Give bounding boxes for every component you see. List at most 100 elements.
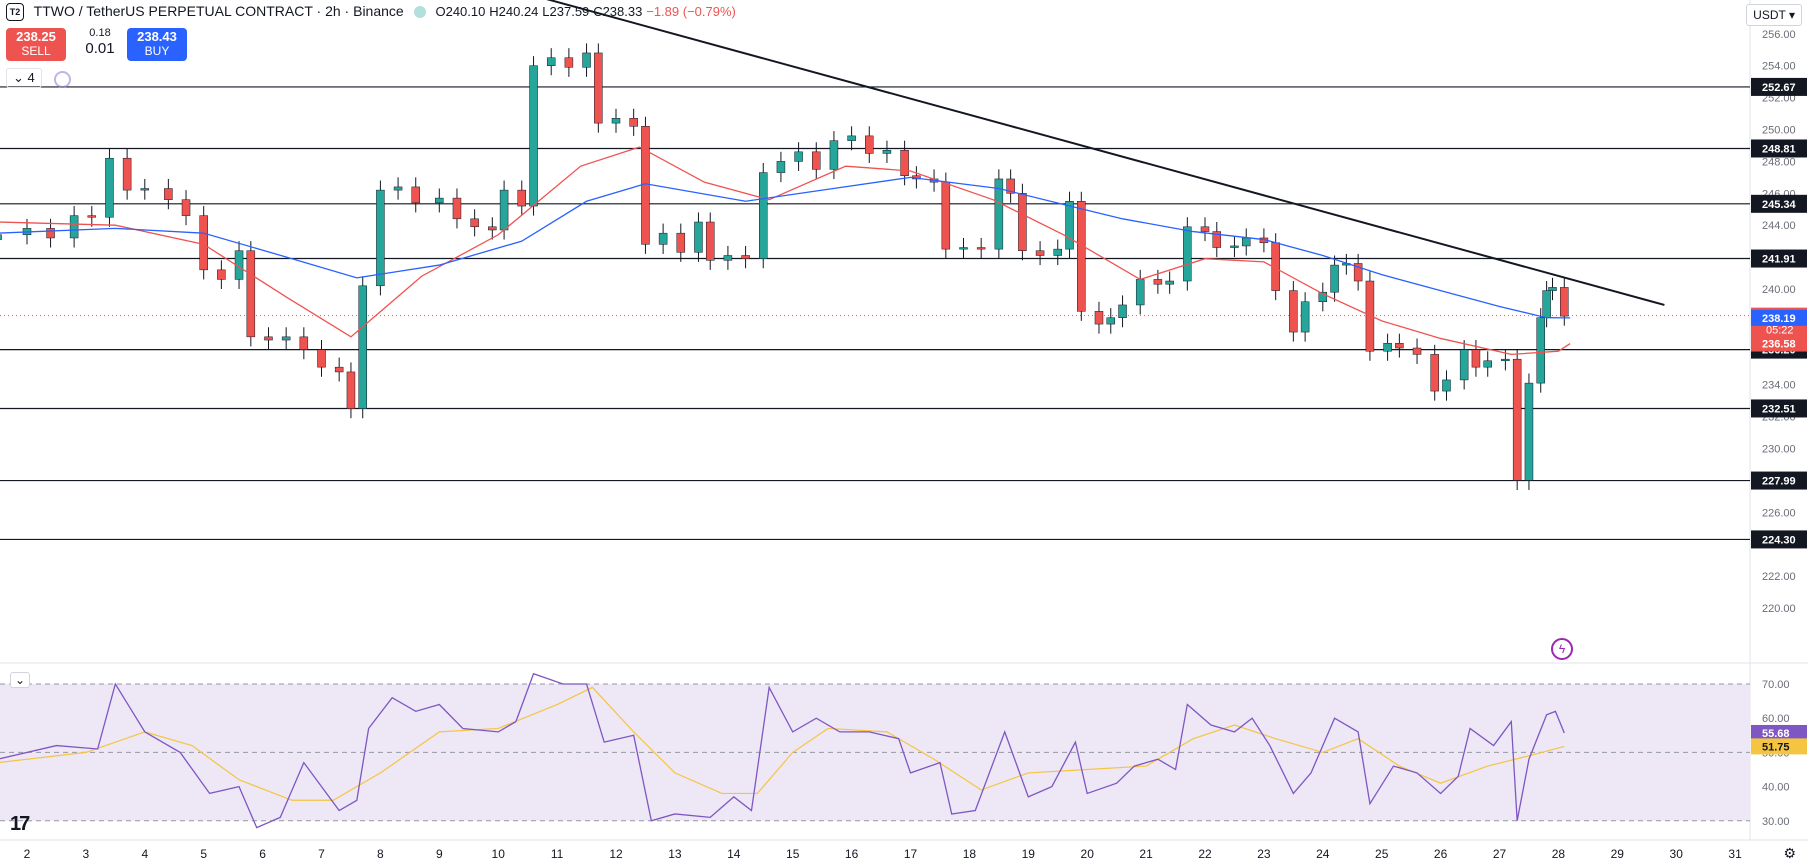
rsi-tick-label: 70.00 [1762, 679, 1790, 691]
candle-body [199, 215, 208, 271]
candle-body [865, 135, 874, 154]
gear-icon[interactable]: ⚙ [1783, 845, 1796, 861]
candle-body [181, 199, 191, 216]
ohlc-close: C238.33 [593, 4, 643, 19]
candle-body [1065, 201, 1074, 250]
sell-button[interactable]: 238.25 SELL [6, 28, 66, 61]
time-tick-label: 15 [786, 847, 800, 861]
buy-label: BUY [144, 44, 170, 58]
price-label: 236.58 [1762, 339, 1796, 351]
candle-body [1035, 250, 1045, 256]
candle-body [882, 149, 892, 154]
candle-body [959, 247, 968, 250]
time-tick-label: 16 [845, 847, 859, 861]
price-tick-label: 230.00 [1762, 444, 1796, 456]
candle-body [452, 197, 462, 220]
time-tick-label: 14 [727, 847, 741, 861]
symbol-header: T2 TTWO / TetherUS PERPETUAL CONTRACT · … [6, 3, 736, 22]
candle-body [393, 186, 403, 191]
candle-body [1524, 382, 1534, 481]
candle-body [676, 232, 686, 253]
candle-body [376, 189, 385, 287]
candle-body [1442, 379, 1451, 392]
candle-body [1241, 237, 1251, 247]
candle-body [358, 285, 367, 409]
rsi-collapse-button[interactable]: ⌄ [10, 672, 31, 688]
candle-body [1183, 226, 1192, 282]
candle-body [1106, 317, 1116, 325]
level-label: 248.81 [1762, 143, 1796, 155]
candle-body [658, 232, 668, 245]
sell-price: 238.25 [16, 29, 56, 44]
price-tick-label: 220.00 [1762, 603, 1796, 615]
candle-body [564, 57, 574, 68]
flash-icon[interactable]: ϟ [1551, 638, 1573, 660]
time-tick-label: 13 [668, 847, 682, 861]
candle-body [164, 188, 173, 200]
symbol-title[interactable]: TTWO / TetherUS PERPETUAL CONTRACT · 2h … [33, 3, 404, 19]
candle-body [470, 218, 479, 228]
candle-body [499, 189, 509, 231]
spread-value: 0.01 [85, 40, 115, 57]
candle-body [1560, 287, 1569, 317]
candle-body [1118, 304, 1127, 318]
rsi-ma-line [0, 686, 1565, 801]
candle-body [723, 255, 733, 261]
time-tick-label: 2 [24, 847, 31, 861]
buy-button[interactable]: 238.43 BUY [127, 28, 187, 61]
level-label: 232.51 [1762, 403, 1796, 415]
candle-body [776, 161, 786, 173]
time-tick-label: 9 [436, 847, 443, 861]
candle-body [705, 221, 715, 261]
price-tick-label: 222.00 [1762, 571, 1796, 583]
candle-body [1300, 301, 1310, 333]
candle-body [0, 234, 2, 240]
time-tick-label: 12 [609, 847, 623, 861]
candle-body [794, 151, 803, 162]
candle-body [1542, 290, 1551, 318]
level-label-bg [1751, 139, 1807, 158]
chevron-down-icon: ▾ [1788, 8, 1795, 22]
candle-body [1395, 342, 1404, 349]
level-label-bg [1751, 77, 1807, 96]
candle-body [1353, 263, 1363, 282]
candle-body [759, 172, 768, 259]
loading-icon [54, 71, 71, 88]
level-label-bg [1751, 399, 1807, 418]
ma-fast-line [0, 146, 1571, 356]
level-label: 245.34 [1762, 199, 1797, 211]
currency-select[interactable]: USDT ▾ [1746, 4, 1802, 26]
candle-body [812, 151, 821, 170]
candle-body [334, 366, 344, 373]
level-label: 252.67 [1762, 82, 1796, 94]
candle-body [529, 65, 538, 207]
candle-body [411, 186, 420, 204]
time-tick-label: 8 [377, 847, 384, 861]
candle-body [829, 140, 839, 170]
candle-body [140, 188, 150, 191]
time-tick-label: 31 [1728, 847, 1742, 861]
candle-body [1006, 178, 1015, 194]
level-label: 241.91 [1762, 254, 1796, 266]
rsi-label: 55.68 [1762, 728, 1790, 740]
rsi-label-bg [1751, 738, 1807, 755]
time-tick-label: 3 [83, 847, 90, 861]
candle-body [1318, 291, 1328, 303]
time-tick-label: 21 [1139, 847, 1153, 861]
price-tick-label: 226.00 [1762, 507, 1796, 519]
time-tick-label: 6 [259, 847, 266, 861]
countdown-label: 05:22 [1766, 325, 1794, 337]
currency-label: USDT [1753, 8, 1786, 22]
tradingview-logo-icon[interactable]: 17 [10, 813, 30, 835]
level-label-bg [1751, 471, 1807, 490]
candle-body [1230, 245, 1239, 248]
time-tick-label: 25 [1375, 847, 1389, 861]
level-label-bg [1751, 530, 1807, 549]
candle-body [629, 118, 638, 127]
candle-body [1383, 342, 1392, 352]
indicators-toggle[interactable]: ⌄ 4 [6, 68, 42, 88]
rsi-tick-label: 30.00 [1762, 816, 1790, 828]
spread-display: 0.18 0.01 [80, 25, 120, 57]
candle-body [1135, 279, 1145, 306]
